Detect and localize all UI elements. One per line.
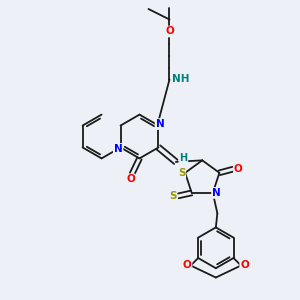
Text: NH: NH (172, 74, 189, 85)
Text: O: O (240, 260, 249, 270)
Text: N: N (156, 119, 164, 129)
Text: O: O (165, 26, 174, 37)
Text: O: O (234, 164, 243, 174)
Text: O: O (183, 260, 191, 270)
Text: N: N (114, 144, 122, 154)
Text: S: S (178, 168, 185, 178)
Text: H: H (179, 153, 188, 163)
Text: O: O (126, 174, 135, 184)
Text: N: N (212, 188, 221, 198)
Text: S: S (169, 191, 176, 201)
